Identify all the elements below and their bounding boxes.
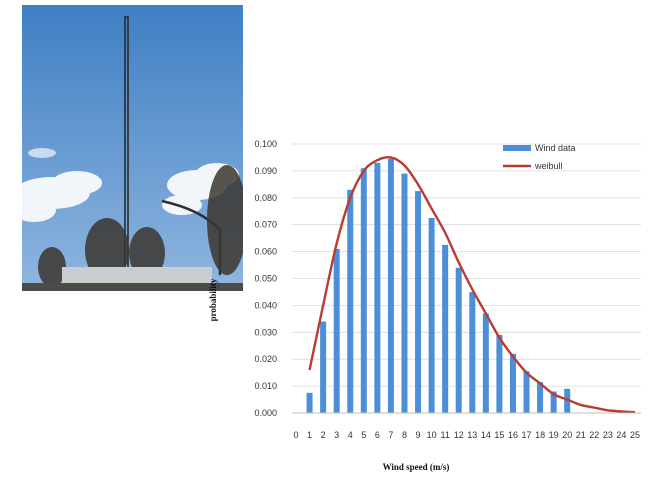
wind-data-bar <box>333 248 340 413</box>
y-tick-labels: 0.000 0.010 0.020 0.030 0.040 0.050 0.060 0.070… <box>254 139 277 418</box>
x-tick-label: 14 <box>481 430 491 440</box>
legend-label-wind-data: Wind data <box>535 143 576 153</box>
x-tick-label: 24 <box>616 430 626 440</box>
x-tick-label: 21 <box>576 430 586 440</box>
wind-data-bar <box>428 217 435 413</box>
y-tick-label: 0.030 <box>254 327 277 337</box>
wind-data-bars <box>306 158 571 413</box>
legend-label-weibull: weibull <box>534 161 563 171</box>
x-tick-label: 0 <box>293 430 298 440</box>
legend: Wind data weibull <box>503 143 576 171</box>
wind-data-bar <box>442 244 449 413</box>
y-tick-label: 0.010 <box>254 381 277 391</box>
wind-data-bar <box>387 158 394 413</box>
y-tick-label: 0.080 <box>254 193 277 203</box>
y-tick-label: 0.020 <box>254 354 277 364</box>
y-tick-label: 0.090 <box>254 166 277 176</box>
x-tick-label: 16 <box>508 430 518 440</box>
wind-data-bar <box>401 173 408 413</box>
wind-data-bar <box>455 267 462 413</box>
y-tick-label: 0.070 <box>254 220 277 230</box>
wind-data-bar <box>564 388 571 413</box>
x-tick-label: 15 <box>494 430 504 440</box>
wind-data-bar <box>306 392 313 413</box>
wind-data-bar <box>509 353 516 413</box>
x-tick-label: 12 <box>454 430 464 440</box>
wind-data-bar <box>360 168 367 413</box>
x-tick-label: 6 <box>375 430 380 440</box>
x-tick-label: 13 <box>467 430 477 440</box>
wind-data-bar <box>320 321 327 413</box>
x-tick-label: 1 <box>307 430 312 440</box>
x-tick-label: 25 <box>630 430 640 440</box>
x-tick-label: 5 <box>361 430 366 440</box>
weibull-line <box>308 155 636 414</box>
trees <box>38 165 243 287</box>
x-tick-labels: 0 1 2 3 4 5 6 7 8 9 10 11 12 13 14 15 16 17 18 19 20 21 22 23 24… <box>293 430 640 440</box>
y-tick-label: 0.100 <box>254 139 277 149</box>
wind-data-bar <box>550 391 557 413</box>
x-tick-label: 8 <box>402 430 407 440</box>
y-tick-label: 0.040 <box>254 300 277 310</box>
x-tick-label: 7 <box>388 430 393 440</box>
wind-data-bar <box>374 162 381 413</box>
weibull-curve <box>308 155 636 414</box>
x-tick-label: 10 <box>427 430 437 440</box>
x-axis-title: Wind speed (m/s) <box>383 462 450 472</box>
wind-data-bar <box>496 334 503 413</box>
wind-data-bar <box>482 313 489 413</box>
y-axis-title: probability <box>208 278 218 321</box>
x-tick-label: 3 <box>334 430 339 440</box>
wind-data-bar <box>537 382 544 413</box>
x-tick-label: 18 <box>535 430 545 440</box>
x-tick-label: 23 <box>603 430 613 440</box>
lattice-mast <box>124 16 129 273</box>
x-tick-label: 19 <box>549 430 559 440</box>
wind-data-bar <box>469 291 476 413</box>
x-tick-label: 17 <box>522 430 532 440</box>
ground <box>22 283 243 291</box>
x-tick-label: 4 <box>348 430 353 440</box>
y-tick-label: 0.050 <box>254 274 277 284</box>
wind-mast-photo <box>22 5 243 291</box>
wind-data-bar <box>347 189 354 413</box>
legend-swatch-wind-data <box>503 145 531 151</box>
x-tick-label: 9 <box>416 430 421 440</box>
x-tick-label: 2 <box>321 430 326 440</box>
y-tick-label: 0.060 <box>254 247 277 257</box>
wind-data-bar <box>415 191 422 413</box>
x-tick-label: 20 <box>562 430 572 440</box>
x-tick-label: 22 <box>589 430 599 440</box>
wind-data-bar <box>523 371 530 413</box>
y-tick-label: 0.000 <box>254 408 277 418</box>
x-tick-label: 11 <box>440 430 449 440</box>
